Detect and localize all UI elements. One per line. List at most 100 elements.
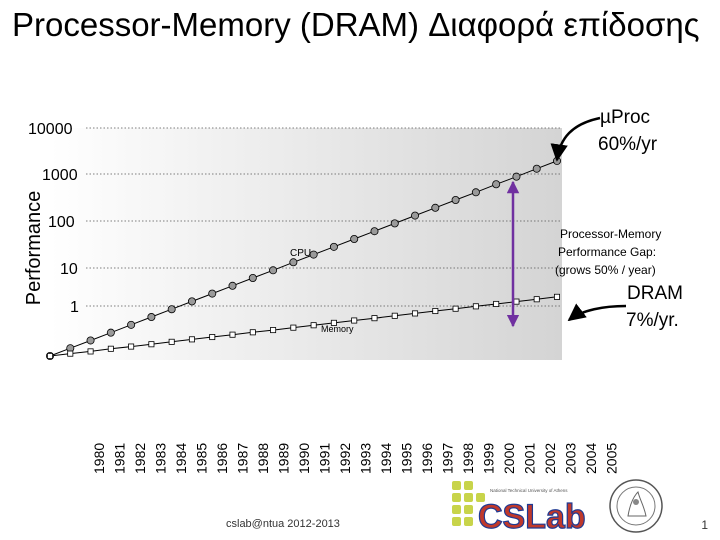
gap-label-line1: Processor-Memory xyxy=(560,227,661,241)
y-tick-label: 10000 xyxy=(28,121,73,138)
x-tick-label: 1993 xyxy=(358,443,374,474)
cpu-point xyxy=(167,305,176,314)
memory-point xyxy=(47,352,54,359)
slide-title: Processor-Memory (DRAM) Διαφορά επίδοσης xyxy=(12,6,700,43)
memory-point xyxy=(290,324,297,331)
y-tick-label: 1 xyxy=(70,299,79,316)
memory-point xyxy=(310,322,317,329)
cpu-point xyxy=(492,180,501,189)
x-tick-label: 2002 xyxy=(542,443,558,474)
cpu-point xyxy=(329,242,338,251)
memory-point xyxy=(351,317,358,324)
cpu-point xyxy=(187,297,196,306)
cpu-point xyxy=(289,258,298,267)
x-tick-label: 1983 xyxy=(153,443,169,474)
cpu-point xyxy=(106,328,115,337)
cpu-point xyxy=(431,203,440,212)
y-axis-label: Performance xyxy=(23,191,45,306)
university-seal xyxy=(609,479,663,533)
memory-point xyxy=(87,348,94,355)
logo-subtitle: National Technical University of Athens xyxy=(490,488,568,493)
x-tick-label: 1994 xyxy=(378,443,394,474)
x-tick-label: 1991 xyxy=(317,443,333,474)
cpu-point xyxy=(370,227,379,236)
y-tick-labels: 10000 1000 100 10 1 xyxy=(28,121,79,316)
x-tick-label: 1981 xyxy=(112,443,128,474)
memory-label: Memory xyxy=(321,324,354,334)
memory-point xyxy=(270,327,277,334)
memory-point xyxy=(533,296,540,303)
memory-point xyxy=(513,298,520,305)
x-tick-label: 1999 xyxy=(481,443,497,474)
memory-point xyxy=(128,343,135,350)
memory-point xyxy=(107,345,114,352)
uproc-label-line2: 60%/yr xyxy=(598,134,658,155)
x-tick-label: 1984 xyxy=(173,443,189,474)
memory-point xyxy=(148,341,155,348)
memory-series-points xyxy=(47,293,561,359)
y-tick-label: 100 xyxy=(48,214,75,231)
cpu-label: CPU xyxy=(290,248,311,259)
x-tick-label: 1997 xyxy=(440,443,456,474)
cslab-logo: National Technical University of Athens … xyxy=(452,481,586,536)
cpu-point xyxy=(147,313,156,322)
memory-point xyxy=(168,338,175,345)
memory-point xyxy=(188,336,195,343)
memory-point xyxy=(452,305,459,312)
x-tick-label: 1998 xyxy=(460,443,476,474)
cpu-point xyxy=(390,219,399,228)
y-tick-label: 10 xyxy=(60,261,78,278)
x-tick-label: 1986 xyxy=(214,443,230,474)
cpu-point xyxy=(512,172,521,181)
uproc-label-line1: µProc xyxy=(600,107,650,128)
gap-label-line2: Performance Gap: xyxy=(558,245,656,259)
cpu-point xyxy=(208,289,217,298)
x-tick-label: 2003 xyxy=(563,443,579,474)
logo-text: CSLab xyxy=(478,498,586,536)
memory-point xyxy=(67,350,74,357)
x-tick-label: 2004 xyxy=(583,443,599,474)
memory-point xyxy=(330,319,337,326)
x-tick-label: 1985 xyxy=(194,443,210,474)
x-tick-label: 1996 xyxy=(419,443,435,474)
cpu-point xyxy=(350,235,359,244)
memory-point xyxy=(554,293,561,300)
memory-point xyxy=(472,303,479,310)
cpu-point xyxy=(248,273,257,282)
memory-point xyxy=(209,334,216,341)
cpu-point xyxy=(532,164,541,173)
cpu-point xyxy=(228,281,237,290)
memory-point xyxy=(493,300,500,307)
x-tick-label: 1992 xyxy=(337,443,353,474)
x-tick-label: 1989 xyxy=(276,443,292,474)
dram-label-line1: DRAM xyxy=(627,283,683,304)
x-tick-label: 2000 xyxy=(501,443,517,474)
x-tick-labels: 1980 1981 1982 1983 1984 1985 1986 1987 1988 1989… xyxy=(91,443,620,474)
x-tick-label: 2005 xyxy=(604,443,620,474)
cpu-point xyxy=(269,266,278,275)
memory-point xyxy=(249,329,256,336)
memory-series-line xyxy=(49,296,558,357)
cpu-point xyxy=(86,336,95,345)
cpu-point xyxy=(451,195,460,204)
memory-point xyxy=(412,310,419,317)
dram-label-line2: 7%/yr. xyxy=(626,310,679,331)
dram-arrow xyxy=(567,303,627,322)
memory-point xyxy=(391,312,398,319)
gap-label-line3: (grows 50% / year) xyxy=(555,263,656,277)
x-tick-label: 1980 xyxy=(91,443,107,474)
page-number: 1 xyxy=(701,518,708,532)
x-tick-label: 2001 xyxy=(522,443,538,474)
cpu-point xyxy=(127,320,136,329)
x-tick-label: 1982 xyxy=(132,443,148,474)
memory-point xyxy=(229,331,236,338)
logo-square-grid xyxy=(452,481,485,526)
memory-point xyxy=(371,315,378,322)
x-tick-label: 1990 xyxy=(296,443,312,474)
cpu-point xyxy=(411,211,420,220)
y-tick-label: 1000 xyxy=(42,167,78,184)
x-tick-label: 1988 xyxy=(255,443,271,474)
x-tick-label: 1995 xyxy=(399,443,415,474)
footer-text: cslab@ntua 2012-2013 xyxy=(226,518,340,530)
